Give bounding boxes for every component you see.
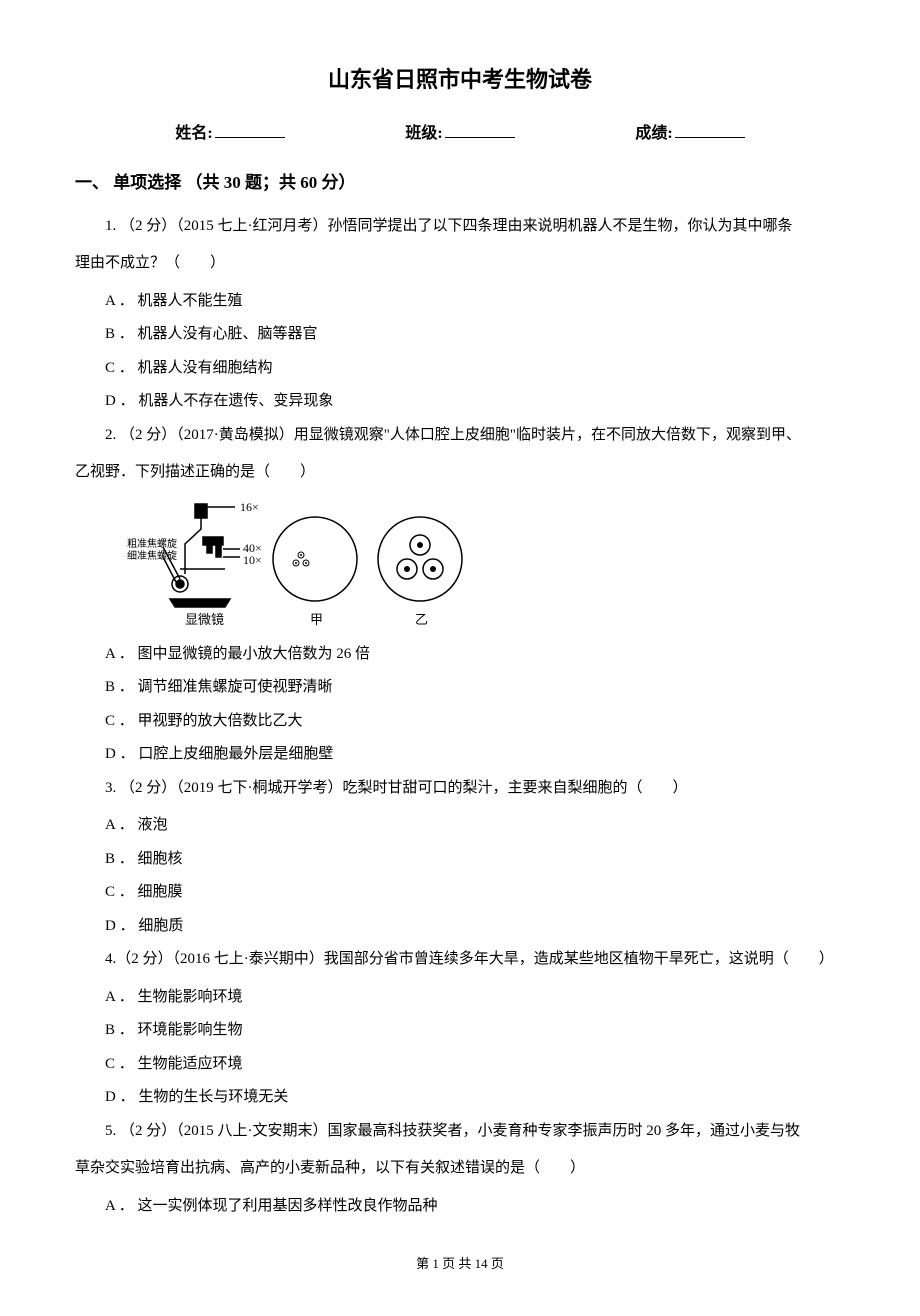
section-header: 一、 单项选择 （共 30 题；共 60 分） xyxy=(75,168,845,199)
q3-option-a: A ． 液泡 xyxy=(75,810,845,842)
name-blank[interactable] xyxy=(215,137,285,138)
q1-option-a: A ． 机器人不能生殖 xyxy=(75,286,845,318)
q3-stem: 3. （2 分）（2019 七下·桐城开学考）吃梨时甘甜可口的梨汁，主要来自梨细… xyxy=(75,773,845,805)
name-label: 姓名: xyxy=(175,120,212,149)
class-label: 班级: xyxy=(405,120,442,149)
class-blank[interactable] xyxy=(445,137,515,138)
q1-stem-cont: 理由不成立？（ ） xyxy=(75,248,845,280)
q1-option-d: D ． 机器人不存在遗传、变异现象 xyxy=(75,386,845,418)
microscope-diagram-icon: 16× 40× 10× 粗准焦螺旋 细准焦螺旋 显微镜 甲 乙 xyxy=(125,499,465,629)
name-field: 姓名: xyxy=(175,120,284,149)
q2-option-d: D ． 口腔上皮细胞最外层是细胞壁 xyxy=(75,739,845,771)
q5-option-a: A ． 这一实例体现了利用基因多样性改良作物品种 xyxy=(75,1191,845,1223)
q1-option-c: C ． 机器人没有细胞结构 xyxy=(75,353,845,385)
q4-option-b: B ． 环境能影响生物 xyxy=(75,1015,845,1047)
q2-option-a: A ． 图中显微镜的最小放大倍数为 26 倍 xyxy=(75,639,845,671)
jia-label: 甲 xyxy=(310,612,323,627)
yi-label: 乙 xyxy=(415,612,428,627)
q2-option-b: B ． 调节细准焦螺旋可使视野清晰 xyxy=(75,672,845,704)
class-field: 班级: xyxy=(405,120,514,149)
q3-option-b: B ． 细胞核 xyxy=(75,844,845,876)
q5-stem: 5. （2 分）（2015 八上·文安期末）国家最高科技获奖者，小麦育种专家李振… xyxy=(75,1116,845,1148)
coarse-focus-label: 粗准焦螺旋 xyxy=(127,537,177,550)
q2-stem-cont: 乙视野．下列描述正确的是（ ） xyxy=(75,457,845,489)
q3-option-d: D ． 细胞质 xyxy=(75,911,845,943)
microscope-label: 显微镜 xyxy=(185,612,224,627)
score-label: 成绩: xyxy=(635,120,672,149)
score-field: 成绩: xyxy=(635,120,744,149)
fine-focus-label: 细准焦螺旋 xyxy=(127,549,177,562)
q1-option-b: B ． 机器人没有心脏、脑等器官 xyxy=(75,319,845,351)
q2-figure: 16× 40× 10× 粗准焦螺旋 细准焦螺旋 显微镜 甲 乙 xyxy=(125,499,845,629)
exam-title: 山东省日照市中考生物试卷 xyxy=(75,60,845,100)
page-footer: 第 1 页 共 14 页 xyxy=(75,1252,845,1275)
q1-stem: 1. （2 分）（2015 七上·红河月考）孙悟同学提出了以下四条理由来说明机器… xyxy=(75,211,845,243)
q5-stem-cont: 草杂交实验培育出抗病、高产的小麦新品种，以下有关叙述错误的是（ ） xyxy=(75,1153,845,1185)
score-blank[interactable] xyxy=(675,137,745,138)
mag-10-label: 10× xyxy=(243,553,262,567)
q2-option-c: C ． 甲视野的放大倍数比乙大 xyxy=(75,706,845,738)
q4-option-c: C ． 生物能适应环境 xyxy=(75,1049,845,1081)
q2-stem: 2. （2 分）（2017·黄岛模拟）用显微镜观察"人体口腔上皮细胞"临时装片，… xyxy=(75,420,845,452)
mag-16-label: 16× xyxy=(240,500,259,514)
student-info-row: 姓名: 班级: 成绩: xyxy=(75,120,845,149)
q4-option-d: D ． 生物的生长与环境无关 xyxy=(75,1082,845,1114)
q3-option-c: C ． 细胞膜 xyxy=(75,877,845,909)
q4-stem: 4.（2 分）（2016 七上·泰兴期中）我国部分省市曾连续多年大旱，造成某些地… xyxy=(75,944,845,976)
q4-option-a: A ． 生物能影响环境 xyxy=(75,982,845,1014)
